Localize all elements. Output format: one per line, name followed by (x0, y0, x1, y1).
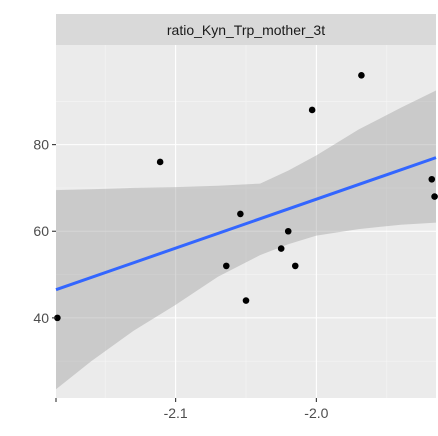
y-tick-label: 40 (33, 310, 49, 326)
y-tick-label: 60 (33, 223, 49, 239)
data-point (308, 106, 316, 114)
fit-line (55, 156, 437, 292)
confidence-band (56, 90, 436, 390)
data-point (431, 193, 438, 200)
data-point (237, 210, 244, 218)
data-point (284, 227, 292, 235)
x-tick-label: -2.1 (164, 405, 188, 421)
strip-background (56, 14, 436, 45)
data-point (358, 72, 365, 79)
data-point (242, 297, 250, 304)
data-point (428, 175, 436, 183)
data-point (54, 314, 61, 322)
grid-minor (56, 45, 436, 398)
y-axis: 40 60 80 (33, 137, 56, 326)
grid-major (56, 45, 436, 398)
data-point (156, 158, 164, 166)
x-axis: -2.1 -2.0 (55, 398, 329, 421)
data-points (54, 72, 438, 322)
x-tick-label: -2.0 (304, 405, 328, 421)
facet-strip-label: ratio_Kyn_Trp_mother_3t (167, 22, 325, 38)
data-point (222, 262, 230, 270)
data-point (291, 262, 299, 270)
data-point (277, 245, 285, 252)
y-tick-label: 80 (33, 137, 49, 153)
